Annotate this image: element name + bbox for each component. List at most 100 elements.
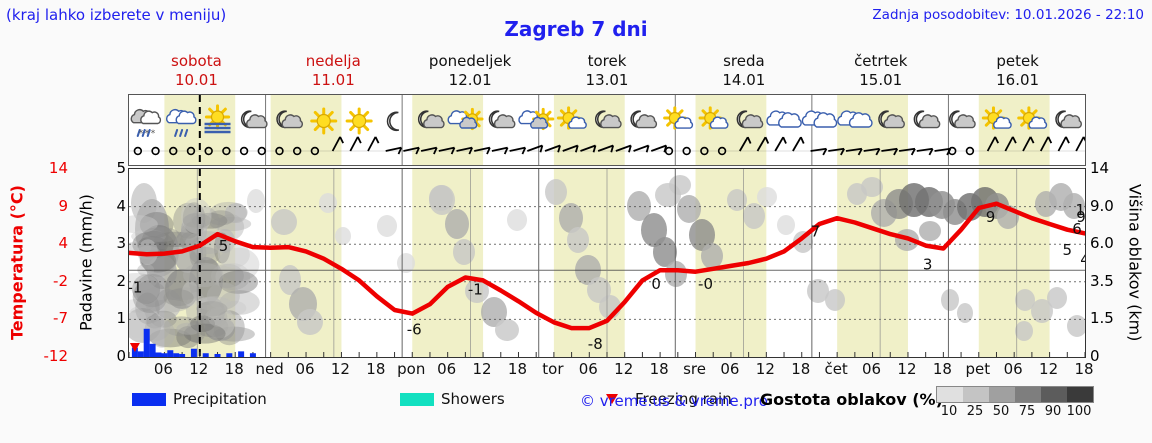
colorbar-tick: 100	[1066, 404, 1092, 419]
cloud-density-blob	[1015, 321, 1033, 341]
day-name: sreda	[675, 52, 812, 71]
colorbar-tick: 10	[936, 404, 962, 419]
day-header-četrtek: četrtek 15.01	[812, 52, 949, 92]
x-tick-label: 18	[508, 360, 527, 378]
colorbar-tick: 50	[988, 404, 1014, 419]
precipitation-bar	[226, 353, 232, 357]
cloud-density-blob	[919, 221, 941, 241]
weather-icons-and-wind-svg: * * *	[129, 95, 1085, 165]
x-tick-label: sre	[683, 360, 706, 378]
cloud-density-blob	[757, 187, 777, 207]
weather-icon-moon-cloud-icon	[950, 111, 975, 127]
temperature-point-label: -6	[407, 321, 422, 339]
wind-staff	[1058, 137, 1066, 151]
weather-icon-sun-cloud-icon	[665, 108, 693, 128]
sun-ray	[668, 122, 671, 125]
colorbar-step	[1041, 387, 1067, 402]
day-date: 11.01	[265, 71, 402, 90]
precipitation-bar	[156, 352, 162, 357]
cloud-density-blob	[297, 309, 323, 335]
day-date: 13.01	[539, 71, 676, 90]
precipitation-bar	[173, 353, 179, 357]
cloud-density-blob	[453, 239, 475, 265]
x-tick-label: 06	[154, 360, 173, 378]
day-name: četrtek	[812, 52, 949, 71]
cloud-density-blob	[1047, 287, 1067, 309]
axis-tick: 5	[100, 159, 126, 177]
colorbar-step	[1015, 387, 1041, 402]
precipitation-swatch	[132, 393, 166, 406]
day-header-sreda: sreda 14.01	[675, 52, 812, 92]
copyright-link[interactable]: © vreme.us & vreme.pro	[580, 392, 768, 410]
x-tick-label: pon	[397, 360, 425, 378]
precipitation-bar	[161, 353, 167, 357]
weather-icon-band: * * *	[128, 94, 1086, 166]
colorbar-step	[937, 387, 963, 402]
cloud-density-blob	[1067, 315, 1085, 337]
temperature-axis-title: Temperatura (°C)	[4, 168, 30, 358]
wind-staff	[811, 149, 827, 151]
wind-barb	[1066, 137, 1069, 143]
cloud-density-blob	[861, 177, 883, 197]
precipitation-bar	[215, 354, 221, 357]
cloud-density-blob	[825, 289, 845, 311]
weather-icon-cloud-sun-icon	[519, 109, 553, 128]
weather-icon-moon-cloud-icon	[914, 111, 939, 127]
legend: Precipitation Showers Freezing rain © vr…	[128, 386, 1148, 416]
wind-staff	[492, 148, 508, 151]
wind-barb	[801, 137, 804, 143]
colorbar-step	[963, 387, 989, 402]
temperature-point-label: 4	[1080, 250, 1085, 268]
cloud-density-blob	[669, 175, 691, 195]
temperature-point-label: -1	[129, 278, 142, 296]
weather-icon-sun-icon	[312, 109, 336, 133]
sun-ray	[351, 112, 355, 116]
day-header-sobota: sobota 10.01	[128, 52, 265, 92]
snow-flake: *	[151, 129, 156, 139]
x-tick-label: 18	[225, 360, 244, 378]
moon-shape	[388, 112, 399, 130]
cloud-density-blob	[941, 289, 959, 311]
axis-tick: -12	[34, 347, 68, 365]
x-tick-label: 06	[862, 360, 881, 378]
cloud-density-blob	[665, 261, 687, 287]
cloud-density-blob	[271, 209, 297, 235]
cloud-shape	[1061, 115, 1081, 128]
colorbar-tick: 25	[962, 404, 988, 419]
cloud-density-blob	[208, 308, 227, 327]
weather-icon-moon-cloud-icon	[242, 111, 267, 127]
day-name: petek	[949, 52, 1086, 71]
cloud-density-blob	[507, 209, 527, 231]
x-tick-label: 06	[720, 360, 739, 378]
sun-ray	[364, 112, 368, 116]
cloud-density-blob	[149, 320, 175, 348]
day-name: ponedeljek	[402, 52, 539, 71]
temperature-point-label: 0	[651, 275, 661, 293]
snow-flake: *	[145, 129, 150, 139]
cloud-height-axis-title: Višina oblakov (km)	[1122, 160, 1148, 366]
x-tick-label: 06	[1004, 360, 1023, 378]
cloud-density-blob	[247, 189, 265, 213]
wind-staff	[1076, 137, 1084, 151]
x-tick-label: 18	[650, 360, 669, 378]
axis-tick: -2	[34, 272, 68, 290]
weather-icon-cloud-icon	[802, 111, 836, 127]
precipitation-bar	[179, 354, 185, 357]
sun-disc	[317, 115, 330, 128]
x-tick-label: 12	[614, 360, 633, 378]
temperature-point-label: 7	[811, 223, 821, 241]
precipitation-bar	[203, 353, 209, 357]
precipitation-bar	[238, 351, 244, 357]
axis-tick: 9	[34, 197, 68, 215]
x-axis-tick-labels: 06 12 18 ned 06 12 18 pon 06 12 18 tor 06 12 18 sre 06 12…	[128, 360, 1086, 380]
day-date: 14.01	[675, 71, 812, 90]
wind-staff	[386, 148, 402, 151]
axis-tick: 2	[100, 272, 126, 290]
weather-icon-moon-cloud-icon	[1056, 111, 1081, 127]
day-date: 15.01	[812, 71, 949, 90]
legend-showers: Showers	[400, 390, 505, 408]
weather-icon-sun-icon	[347, 109, 371, 133]
weather-icon-cloud-icon	[838, 111, 872, 127]
precipitation-axis-ticks: 543210	[100, 168, 126, 358]
precipitation-bar	[138, 351, 144, 357]
